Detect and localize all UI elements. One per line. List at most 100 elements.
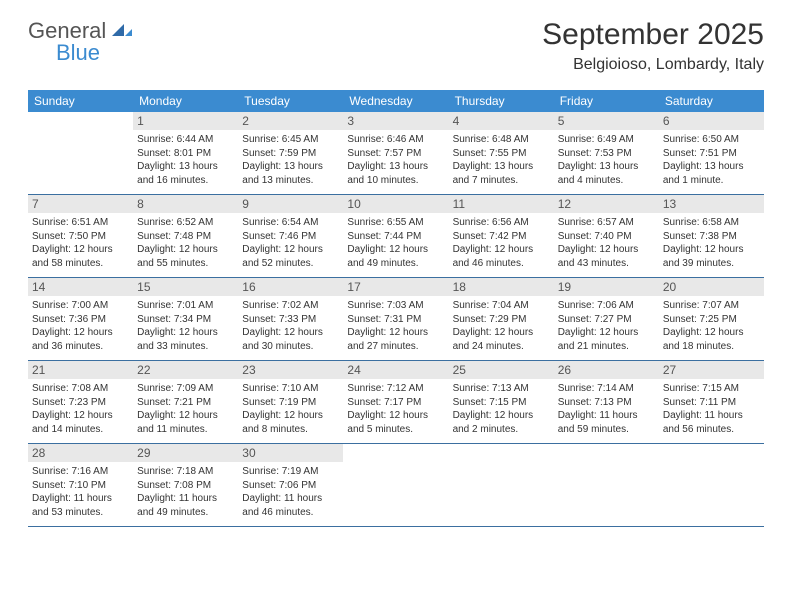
- day-info-line: and 18 minutes.: [663, 340, 760, 354]
- weekday-header: Wednesday: [343, 90, 448, 112]
- day-info-line: Sunrise: 6:48 AM: [453, 133, 550, 147]
- day-info-line: and 1 minute.: [663, 174, 760, 188]
- day-info-line: Sunrise: 7:00 AM: [32, 299, 129, 313]
- day-cell: [343, 444, 448, 526]
- day-number: 9: [238, 195, 343, 213]
- day-info-line: Daylight: 12 hours: [347, 326, 444, 340]
- day-info-line: Sunrise: 7:16 AM: [32, 465, 129, 479]
- week-row: 28 Sunrise: 7:16 AMSunset: 7:10 PM Dayligh…: [28, 444, 764, 527]
- day-info-line: Sunrise: 6:46 AM: [347, 133, 444, 147]
- day-info-line: and 16 minutes.: [137, 174, 234, 188]
- day-info-line: Sunset: 7:44 PM: [347, 230, 444, 244]
- day-info-line: Daylight: 12 hours: [663, 243, 760, 257]
- day-cell: 18Sunrise: 7:04 AMSunset: 7:29 PMDayligh…: [449, 278, 554, 360]
- day-cell: 23Sunrise: 7:10 AMSunset: 7:19 PMDayligh…: [238, 361, 343, 443]
- day-info-line: Daylight: 13 hours: [137, 160, 234, 174]
- calendar: SundayMondayTuesdayWednesdayThursdayFrid…: [0, 82, 792, 527]
- day-cell: 14Sunrise: 7:00 AMSunset: 7:36 PMDayligh…: [28, 278, 133, 360]
- day-info-line: Daylight: 11 hours: [137, 492, 234, 506]
- day-info-line: Sunset: 7:21 PM: [137, 396, 234, 410]
- day-number: 21: [28, 361, 133, 379]
- day-info-line: Sunset: 7:25 PM: [663, 313, 760, 327]
- day-info-line: Sunrise: 7:12 AM: [347, 382, 444, 396]
- day-info-line: Sunrise: 7:14 AM: [558, 382, 655, 396]
- day-info-line: Sunset: 7:06 PM: [242, 479, 339, 493]
- day-info-line: Daylight: 12 hours: [242, 409, 339, 423]
- weekday-header: Thursday: [449, 90, 554, 112]
- day-number: 19: [554, 278, 659, 296]
- day-info-line: and 14 minutes.: [32, 423, 129, 437]
- day-info-line: Sunset: 7:53 PM: [558, 147, 655, 161]
- day-cell: 21Sunrise: 7:08 AMSunset: 7:23 PMDayligh…: [28, 361, 133, 443]
- day-cell: [554, 444, 659, 526]
- week-row: 7Sunrise: 6:51 AMSunset: 7:50 PMDaylight…: [28, 195, 764, 278]
- day-cell: 15Sunrise: 7:01 AMSunset: 7:34 PMDayligh…: [133, 278, 238, 360]
- day-info-line: and 27 minutes.: [347, 340, 444, 354]
- day-number: 7: [28, 195, 133, 213]
- day-info-line: Daylight: 12 hours: [453, 409, 550, 423]
- day-number: 11: [449, 195, 554, 213]
- logo-sail-icon: [110, 22, 134, 40]
- day-info-line: Sunset: 7:55 PM: [453, 147, 550, 161]
- day-cell: 11Sunrise: 6:56 AMSunset: 7:42 PMDayligh…: [449, 195, 554, 277]
- day-info-line: Sunset: 7:50 PM: [32, 230, 129, 244]
- day-info-line: Daylight: 12 hours: [137, 409, 234, 423]
- day-info-line: Daylight: 13 hours: [242, 160, 339, 174]
- day-number: 28: [28, 444, 133, 462]
- day-info-line: and 49 minutes.: [137, 506, 234, 520]
- day-info-line: and 52 minutes.: [242, 257, 339, 271]
- day-number: 17: [343, 278, 448, 296]
- day-cell: 16Sunrise: 7:02 AMSunset: 7:33 PMDayligh…: [238, 278, 343, 360]
- day-info-line: and 13 minutes.: [242, 174, 339, 188]
- week-row: 21Sunrise: 7:08 AMSunset: 7:23 PMDayligh…: [28, 361, 764, 444]
- day-cell: 24Sunrise: 7:12 AMSunset: 7:17 PMDayligh…: [343, 361, 448, 443]
- day-cell: [449, 444, 554, 526]
- day-cell: 3Sunrise: 6:46 AMSunset: 7:57 PMDaylight…: [343, 112, 448, 194]
- day-info-line: Sunrise: 6:56 AM: [453, 216, 550, 230]
- logo-text-blue: Blue: [56, 40, 100, 66]
- day-info-line: Daylight: 12 hours: [558, 243, 655, 257]
- day-info-line: and 7 minutes.: [453, 174, 550, 188]
- day-number: 27: [659, 361, 764, 379]
- weekday-header: Saturday: [659, 90, 764, 112]
- day-info-line: Sunrise: 6:45 AM: [242, 133, 339, 147]
- day-number: 15: [133, 278, 238, 296]
- day-info-line: and 11 minutes.: [137, 423, 234, 437]
- day-cell: 1Sunrise: 6:44 AMSunset: 8:01 PMDaylight…: [133, 112, 238, 194]
- day-cell: 27Sunrise: 7:15 AMSunset: 7:11 PMDayligh…: [659, 361, 764, 443]
- weekday-header: Friday: [554, 90, 659, 112]
- day-info-line: Sunset: 7:29 PM: [453, 313, 550, 327]
- week-row: 1Sunrise: 6:44 AMSunset: 8:01 PMDaylight…: [28, 112, 764, 195]
- day-info-line: Daylight: 11 hours: [558, 409, 655, 423]
- day-info-line: Sunrise: 7:07 AM: [663, 299, 760, 313]
- day-info-line: Daylight: 12 hours: [558, 326, 655, 340]
- day-number: 20: [659, 278, 764, 296]
- day-info-line: and 49 minutes.: [347, 257, 444, 271]
- weekday-header: Monday: [133, 90, 238, 112]
- day-info-line: Daylight: 12 hours: [137, 243, 234, 257]
- day-info-line: Sunset: 7:36 PM: [32, 313, 129, 327]
- day-number: 14: [28, 278, 133, 296]
- day-info-line: Daylight: 11 hours: [663, 409, 760, 423]
- day-info-line: Daylight: 13 hours: [663, 160, 760, 174]
- day-number: 22: [133, 361, 238, 379]
- day-number: 30: [238, 444, 343, 462]
- day-info-line: Sunset: 7:10 PM: [32, 479, 129, 493]
- day-info-line: Daylight: 12 hours: [32, 243, 129, 257]
- day-info-line: Sunrise: 6:44 AM: [137, 133, 234, 147]
- day-cell: 26Sunrise: 7:14 AMSunset: 7:13 PMDayligh…: [554, 361, 659, 443]
- day-info-line: Sunrise: 7:09 AM: [137, 382, 234, 396]
- day-info-line: Sunset: 7:51 PM: [663, 147, 760, 161]
- day-info-line: Sunset: 7:27 PM: [558, 313, 655, 327]
- day-info-line: Daylight: 12 hours: [242, 243, 339, 257]
- day-info-line: Sunrise: 6:58 AM: [663, 216, 760, 230]
- logo: General Blue: [28, 18, 134, 44]
- day-cell: 29Sunrise: 7:18 AMSunset: 7:08 PMDayligh…: [133, 444, 238, 526]
- day-info-line: and 56 minutes.: [663, 423, 760, 437]
- day-info-line: and 2 minutes.: [453, 423, 550, 437]
- day-info-line: and 21 minutes.: [558, 340, 655, 354]
- day-info-line: and 4 minutes.: [558, 174, 655, 188]
- day-info-line: Daylight: 12 hours: [453, 243, 550, 257]
- day-cell: 8Sunrise: 6:52 AMSunset: 7:48 PMDaylight…: [133, 195, 238, 277]
- day-number: 13: [659, 195, 764, 213]
